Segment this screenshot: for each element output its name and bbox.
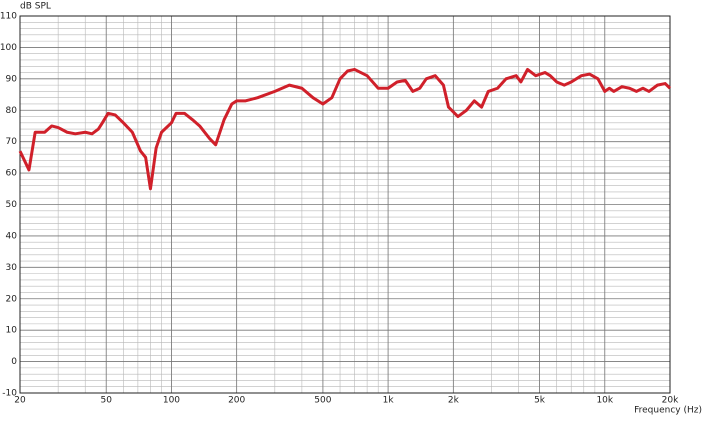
x-tick-label: 50 <box>100 396 112 406</box>
y-tick-label: 30 <box>6 263 18 273</box>
y-tick-label: 80 <box>6 106 18 116</box>
y-tick-label: 20 <box>6 294 18 304</box>
y-tick-label: 40 <box>6 231 18 241</box>
x-tick-label: 500 <box>314 396 331 406</box>
y-tick-label: 90 <box>6 74 18 84</box>
x-tick-label: 1k <box>383 396 395 406</box>
data-line <box>18 67 672 191</box>
y-tick-label: 50 <box>6 200 18 210</box>
x-tick-label: 200 <box>228 396 245 406</box>
y-axis-label: dB SPL <box>20 2 51 12</box>
x-tick-label: 100 <box>163 396 180 406</box>
x-axis-label: Frequency (Hz) <box>634 406 702 416</box>
x-tick-label: 5k <box>534 396 546 406</box>
y-tick-label: -10 <box>2 389 17 399</box>
y-tick-label: 110 <box>0 12 17 22</box>
x-tick-label: 2k <box>448 396 460 406</box>
y-tick-label: 100 <box>0 43 17 53</box>
x-tick-label: 20 <box>14 396 26 406</box>
x-tick-label: 10k <box>596 396 613 406</box>
x-tick-label: 20k <box>662 396 679 406</box>
y-tick-label: 10 <box>6 326 18 336</box>
y-tick-label: 70 <box>6 137 18 147</box>
y-tick-label: 0 <box>11 357 17 367</box>
y-tick-label: 60 <box>6 169 18 179</box>
plot-frame <box>19 15 671 394</box>
